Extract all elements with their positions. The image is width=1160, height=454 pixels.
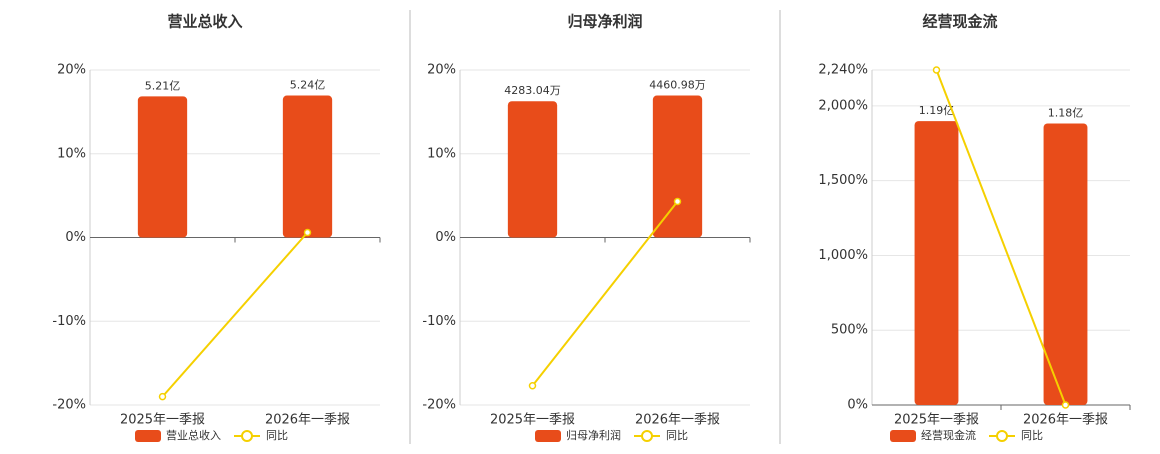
value-label: 1.19亿 [919,104,955,117]
y-tick-label: 0% [435,230,456,245]
line-point [158,392,167,401]
line-point [673,197,682,206]
x-tick-label: 2026年一季报 [635,413,720,428]
x-tick-label: 2025年一季报 [894,413,979,428]
bar [137,96,188,238]
y-tick-label: -20% [52,398,86,413]
line-point [528,381,537,390]
bar [1043,123,1088,405]
legend-swatch [535,430,561,442]
x-tick-label: 2026年一季报 [1023,413,1108,428]
line-point [1061,401,1070,409]
y-tick-label: 0% [847,398,868,413]
bar [282,95,333,238]
value-label: 5.21亿 [145,79,181,92]
value-label: 4283.04万 [504,84,561,97]
line [935,69,1067,406]
value-label: 1.18亿 [1048,106,1084,119]
legend-label: 同比 [666,429,688,442]
legend-marker [996,430,1008,442]
y-tick-label: 10% [427,146,456,161]
y-tick-label: -20% [422,398,456,413]
x-tick-label: 2026年一季报 [265,413,350,428]
x-tick-label: 2025年一季报 [120,413,205,428]
chart-title: 营业总收入 [167,13,242,31]
legend-swatch [890,430,916,442]
legend-label: 同比 [266,429,288,442]
value-label: 5.24亿 [290,79,326,92]
bar [507,101,558,238]
y-tick-label: 1,500% [818,173,868,188]
value-label: 4460.98万 [649,79,706,92]
chart-title: 经营现金流 [922,13,997,31]
y-tick-label: 500% [831,323,868,338]
y-tick-label: 2,000% [818,98,868,113]
y-tick-label: -10% [52,314,86,329]
line [531,200,679,387]
legend-swatch [135,430,161,442]
bar [914,121,959,406]
line-point [303,228,312,237]
x-tick-label: 2025年一季报 [490,413,575,428]
legend-marker [641,430,653,442]
legend-label: 经营现金流 [921,428,976,442]
legend-label: 营业总收入 [166,428,221,442]
chart-title: 归母净利润 [567,13,642,31]
line-point [932,66,941,74]
legend-marker [241,430,253,442]
line [161,231,309,398]
y-tick-label: 1,000% [818,248,868,263]
bar [652,95,703,238]
y-tick-label: 10% [57,146,86,161]
y-tick-label: 2,240% [818,63,868,78]
y-tick-label: 20% [57,63,86,78]
legend-label: 归母净利润 [566,428,621,442]
y-tick-label: 20% [427,63,456,78]
y-tick-label: 0% [65,230,86,245]
y-tick-label: -10% [422,314,456,329]
legend-label: 同比 [1021,429,1043,442]
